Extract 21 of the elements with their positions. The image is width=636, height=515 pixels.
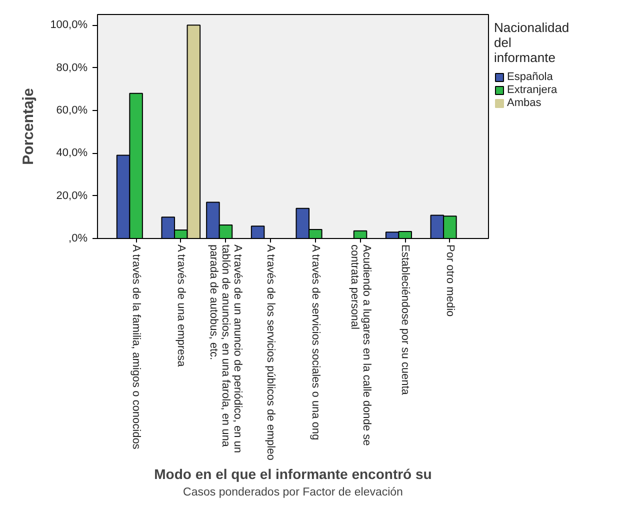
y-tick-label: ,0% — [68, 232, 88, 244]
y-tick-label: 40,0% — [56, 147, 88, 160]
legend-label: Española — [507, 71, 553, 83]
x-tick-label: Por otro medio — [444, 244, 456, 317]
x-tick-label: Estableciéndose por su cuenta — [399, 244, 412, 396]
y-tick-label: 60,0% — [56, 104, 88, 116]
y-tick-label: 20,0% — [56, 190, 88, 202]
legend-title: Nacionalidad del informante — [494, 20, 570, 65]
legend-label: Ambas — [507, 97, 542, 109]
text: Casos ponderados por Factor de elevación — [183, 486, 403, 498]
x-axis-title: Modo en el que el informante encontró su — [154, 466, 432, 482]
x-tick-label: A través de un anuncio de periódico, en un tablón de anuncios, en una farola, en una parada de autobus, etc. — [208, 244, 244, 454]
x-tick-label: Acudiendo a lugares en la calle donde se contrata personal — [348, 244, 372, 446]
y-axis-title: Porcentaje — [20, 88, 38, 165]
y-tick-label: 100,0% — [50, 19, 88, 32]
x-tick-label: A través de los servicios públicos de empleo — [264, 244, 277, 460]
legend-label: Extranjera — [507, 84, 558, 96]
x-tick-label: A través de servicios sociales o una ong — [309, 244, 322, 440]
x-tick-label: A través de la familia, amigos o conocidos — [130, 244, 142, 450]
y-tick-label: 80,0% — [56, 62, 88, 74]
x-tick-label: A través de una empresa — [174, 244, 187, 368]
